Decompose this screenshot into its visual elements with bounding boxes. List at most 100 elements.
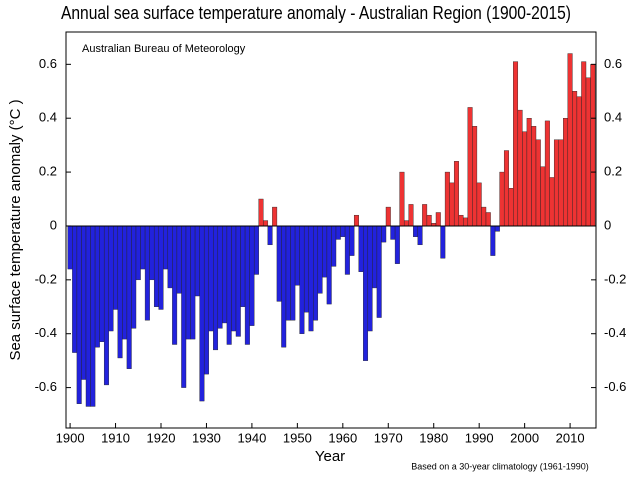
y2-tick-label: 0.2 xyxy=(604,164,622,179)
bar xyxy=(590,64,596,227)
bar xyxy=(99,225,105,342)
bar xyxy=(117,225,123,359)
bar xyxy=(344,225,350,275)
bar xyxy=(485,212,491,227)
bar xyxy=(81,225,87,380)
bar xyxy=(426,214,432,227)
bar xyxy=(335,225,341,240)
bar xyxy=(563,118,569,227)
bar xyxy=(535,139,541,227)
bar xyxy=(531,126,537,227)
bar xyxy=(317,225,323,294)
bar xyxy=(290,225,296,321)
bar xyxy=(340,225,346,237)
bar xyxy=(267,225,273,246)
bar xyxy=(458,214,464,227)
bar xyxy=(585,77,591,227)
bar xyxy=(249,225,255,326)
bar xyxy=(217,225,223,329)
bar xyxy=(322,225,328,278)
bar xyxy=(299,225,305,334)
bar xyxy=(226,225,232,345)
bar xyxy=(408,204,414,227)
bar xyxy=(413,225,419,237)
bar xyxy=(185,225,191,340)
bar xyxy=(558,139,564,227)
bar xyxy=(208,225,214,332)
y2-tick-label: -0.6 xyxy=(604,379,626,394)
bar xyxy=(253,225,259,275)
bar xyxy=(308,225,314,332)
bar xyxy=(453,161,459,227)
bar xyxy=(363,225,369,361)
y-tick-label: 0.6 xyxy=(39,56,57,71)
bar xyxy=(140,225,146,270)
bar xyxy=(349,225,355,256)
bar xyxy=(394,225,400,264)
plot-frame xyxy=(65,31,597,429)
bar xyxy=(381,225,387,243)
bar xyxy=(194,225,200,297)
bar xyxy=(240,225,246,307)
x-tick-label: 2000 xyxy=(510,430,539,445)
bar xyxy=(263,220,269,227)
y-tick-label: -0.2 xyxy=(35,271,57,286)
bar xyxy=(331,225,337,267)
x-tick-label: 1920 xyxy=(147,430,176,445)
bar xyxy=(549,177,555,227)
x-tick-label: 1910 xyxy=(101,430,130,445)
bar xyxy=(567,53,573,227)
x-tick-label: 1970 xyxy=(374,430,403,445)
bar xyxy=(108,225,114,332)
bar xyxy=(276,225,282,302)
bar xyxy=(72,225,78,353)
bar xyxy=(67,225,73,270)
bar xyxy=(353,214,359,227)
bar xyxy=(90,225,96,407)
bar xyxy=(476,182,482,227)
bar xyxy=(572,91,578,227)
bar xyxy=(553,139,559,227)
bar xyxy=(467,107,473,227)
bar xyxy=(376,225,382,318)
bar xyxy=(440,225,446,259)
x-tick-label: 1960 xyxy=(328,430,357,445)
bar xyxy=(581,61,587,227)
bar xyxy=(435,212,441,227)
y-tick-label: 0.2 xyxy=(39,164,57,179)
bar xyxy=(167,225,173,289)
y2-tick-label: 0 xyxy=(604,217,611,232)
bar xyxy=(231,225,237,332)
bar xyxy=(94,225,100,348)
bar xyxy=(172,225,178,345)
bar xyxy=(122,225,128,340)
y2-tick-label: 0.6 xyxy=(604,56,622,71)
annotation: Australian Bureau of Meteorology xyxy=(82,43,246,55)
bar xyxy=(294,225,300,286)
bar xyxy=(481,206,487,227)
bar xyxy=(199,225,205,402)
x-tick-label: 1990 xyxy=(465,430,494,445)
bar xyxy=(76,225,82,404)
bar xyxy=(190,225,196,340)
bar xyxy=(358,225,364,272)
bar xyxy=(472,126,478,227)
bar xyxy=(213,225,219,351)
bar xyxy=(135,225,141,281)
bar xyxy=(499,171,505,227)
bar xyxy=(281,225,287,348)
x-tick-label: 1930 xyxy=(192,430,221,445)
bar xyxy=(144,225,150,321)
bar xyxy=(449,182,455,227)
bar xyxy=(517,109,523,227)
y2-tick-label: -0.4 xyxy=(604,325,626,340)
y-tick-label: 0.4 xyxy=(39,110,57,125)
footnote: Based on a 30-year climatology (1961-199… xyxy=(411,461,589,471)
bar xyxy=(85,225,91,407)
bar xyxy=(153,225,159,307)
bar xyxy=(508,188,514,227)
bar xyxy=(113,225,119,310)
bar xyxy=(285,225,291,321)
bar xyxy=(272,206,278,227)
